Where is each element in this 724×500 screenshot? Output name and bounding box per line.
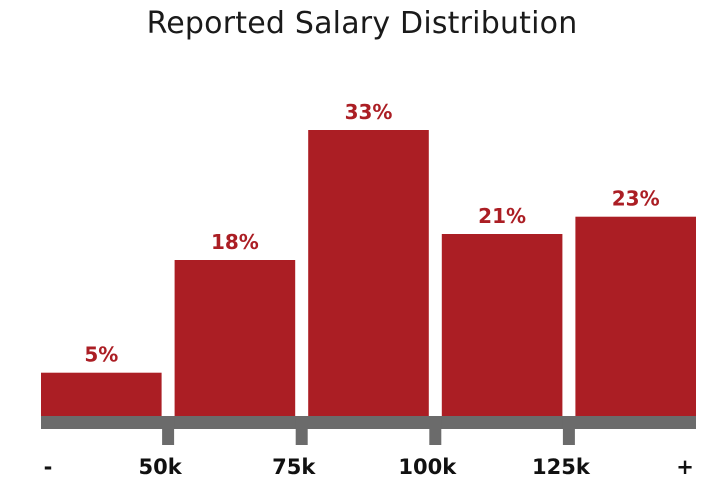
tick-labels-group: - 50k 75k 100k 125k + (44, 455, 694, 479)
bar-value-label-2: 18% (211, 230, 259, 254)
x-axis-line (41, 416, 696, 429)
x-tick-mark-1 (162, 416, 175, 445)
x-tick-mark-4 (562, 416, 575, 445)
bar-2 (174, 260, 296, 416)
value-labels-group: 5% 18% 33% 21% 23% (84, 100, 659, 367)
x-tick-label-1: - (44, 455, 53, 479)
bar-value-label-5: 23% (612, 187, 660, 211)
bars-group (41, 130, 696, 416)
x-tick-label-5: 125k (532, 455, 591, 479)
x-tick-label-2: 50k (138, 455, 182, 479)
x-tick-mark-2 (295, 416, 308, 445)
x-tick-label-4: 100k (398, 455, 457, 479)
x-tick-label-3: 75k (272, 455, 316, 479)
bar-value-label-3: 33% (345, 100, 393, 124)
bar-value-label-1: 5% (84, 343, 118, 367)
x-axis (41, 416, 696, 445)
bar-5 (575, 216, 696, 416)
bar-1 (41, 372, 162, 416)
bar-value-label-4: 21% (478, 204, 526, 228)
x-tick-label-6: + (676, 455, 694, 479)
bar-4 (441, 234, 563, 416)
chart-title: Reported Salary Distribution (146, 6, 578, 41)
bar-3 (308, 130, 429, 416)
x-tick-mark-3 (429, 416, 442, 445)
